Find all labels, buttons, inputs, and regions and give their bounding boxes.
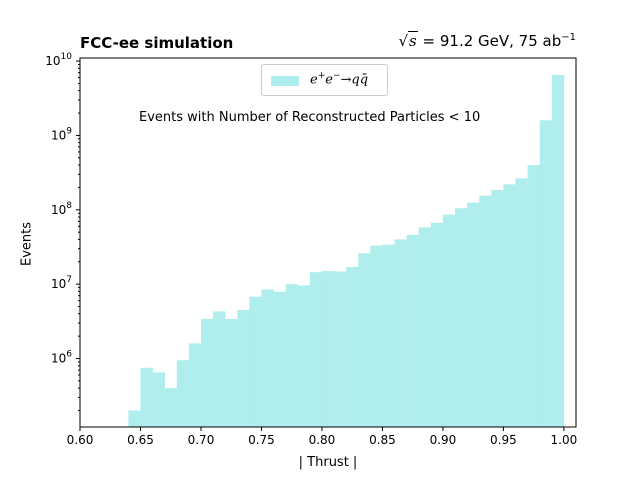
y-axis-label: Events: [19, 221, 35, 267]
histogram-bar: [358, 253, 371, 427]
histogram-bar: [418, 227, 432, 427]
histogram-bar: [176, 360, 190, 427]
histogram-bar: [455, 208, 468, 427]
legend-label-rest: →qq̄: [340, 72, 369, 88]
x-tick-label: 0.75: [248, 433, 275, 447]
chart-title: FCC-ee simulation: [80, 34, 234, 52]
legend-label-sup2: −: [332, 71, 341, 81]
legend-label-e1: e: [310, 72, 318, 88]
lumi-exponent: −1: [561, 32, 576, 43]
x-axis-ticks: 0.60 0.65 0.70 0.75 0.80 0.85 0.90 0.95 1.00: [67, 427, 578, 447]
energy-value: = 91.2 GeV, 75 ab: [417, 32, 562, 50]
histogram-bar: [382, 244, 395, 427]
y-tick-label: 106: [51, 350, 72, 366]
annotation-text: Events with Number of Reconstructed Part…: [139, 110, 481, 125]
x-tick-label: 0.70: [188, 433, 215, 447]
histogram-bar: [225, 319, 238, 427]
histogram-bar: [334, 271, 347, 427]
histogram-bar: [128, 410, 141, 427]
histogram-bar: [249, 296, 262, 427]
histogram-bar: [237, 309, 250, 427]
legend-label-sup1: +: [317, 71, 326, 81]
histogram-bar: [406, 234, 420, 427]
histogram-bar: [309, 272, 323, 427]
x-tick-label: 1.00: [551, 433, 578, 447]
histogram-bar: [551, 74, 565, 428]
y-axis-ticks: 106 107 108 109 1010: [45, 52, 80, 412]
legend-label: e+e−→qq̄: [310, 71, 368, 87]
histogram-bar: [213, 311, 226, 427]
histogram-bar: [539, 120, 553, 427]
y-tick-label: 1010: [45, 52, 72, 68]
sqrt-s-symbol: s: [408, 31, 418, 50]
histogram-bar: [346, 267, 359, 427]
histogram-bar: [515, 178, 528, 427]
histogram-bar: [273, 291, 286, 427]
histogram-bar: [200, 319, 214, 427]
x-axis-label: | Thrust |: [298, 455, 358, 470]
histogram-bar: [285, 284, 299, 427]
histogram-bar: [442, 214, 456, 427]
x-tick-label: 0.85: [369, 433, 396, 447]
histogram-bar: [164, 388, 178, 427]
histogram-bar: [321, 271, 335, 427]
legend-label-e2: e: [325, 72, 333, 88]
histogram-bar: [430, 222, 444, 427]
x-tick-label: 0.90: [430, 433, 457, 447]
histogram-bar: [503, 184, 516, 427]
legend-swatch: [271, 76, 299, 86]
histogram-bar: [261, 289, 274, 427]
histogram-bar: [491, 189, 504, 427]
y-tick-label: 109: [51, 126, 72, 142]
histogram-bar: [370, 245, 383, 427]
x-tick-label: 0.95: [490, 433, 517, 447]
histogram-bars: [128, 74, 565, 428]
histogram-bar: [188, 343, 202, 427]
x-tick-label: 0.60: [67, 433, 94, 447]
y-tick-label: 107: [51, 275, 72, 291]
histogram-bar: [479, 195, 492, 427]
histogram-bar: [152, 372, 165, 427]
histogram-bar: [394, 239, 407, 427]
histogram-bar: [140, 367, 153, 427]
plot-frame: [79, 57, 577, 428]
x-tick-label: 0.80: [309, 433, 336, 447]
y-tick-label: 108: [51, 201, 72, 217]
x-tick-label: 0.65: [127, 433, 154, 447]
energy-lumi-label: √s = 91.2 GeV, 75 ab−1: [398, 31, 576, 50]
histogram-bar: [467, 202, 480, 427]
histogram-bar: [297, 285, 311, 427]
histogram-bar: [527, 165, 541, 427]
legend: e+e−→qq̄: [261, 64, 388, 96]
